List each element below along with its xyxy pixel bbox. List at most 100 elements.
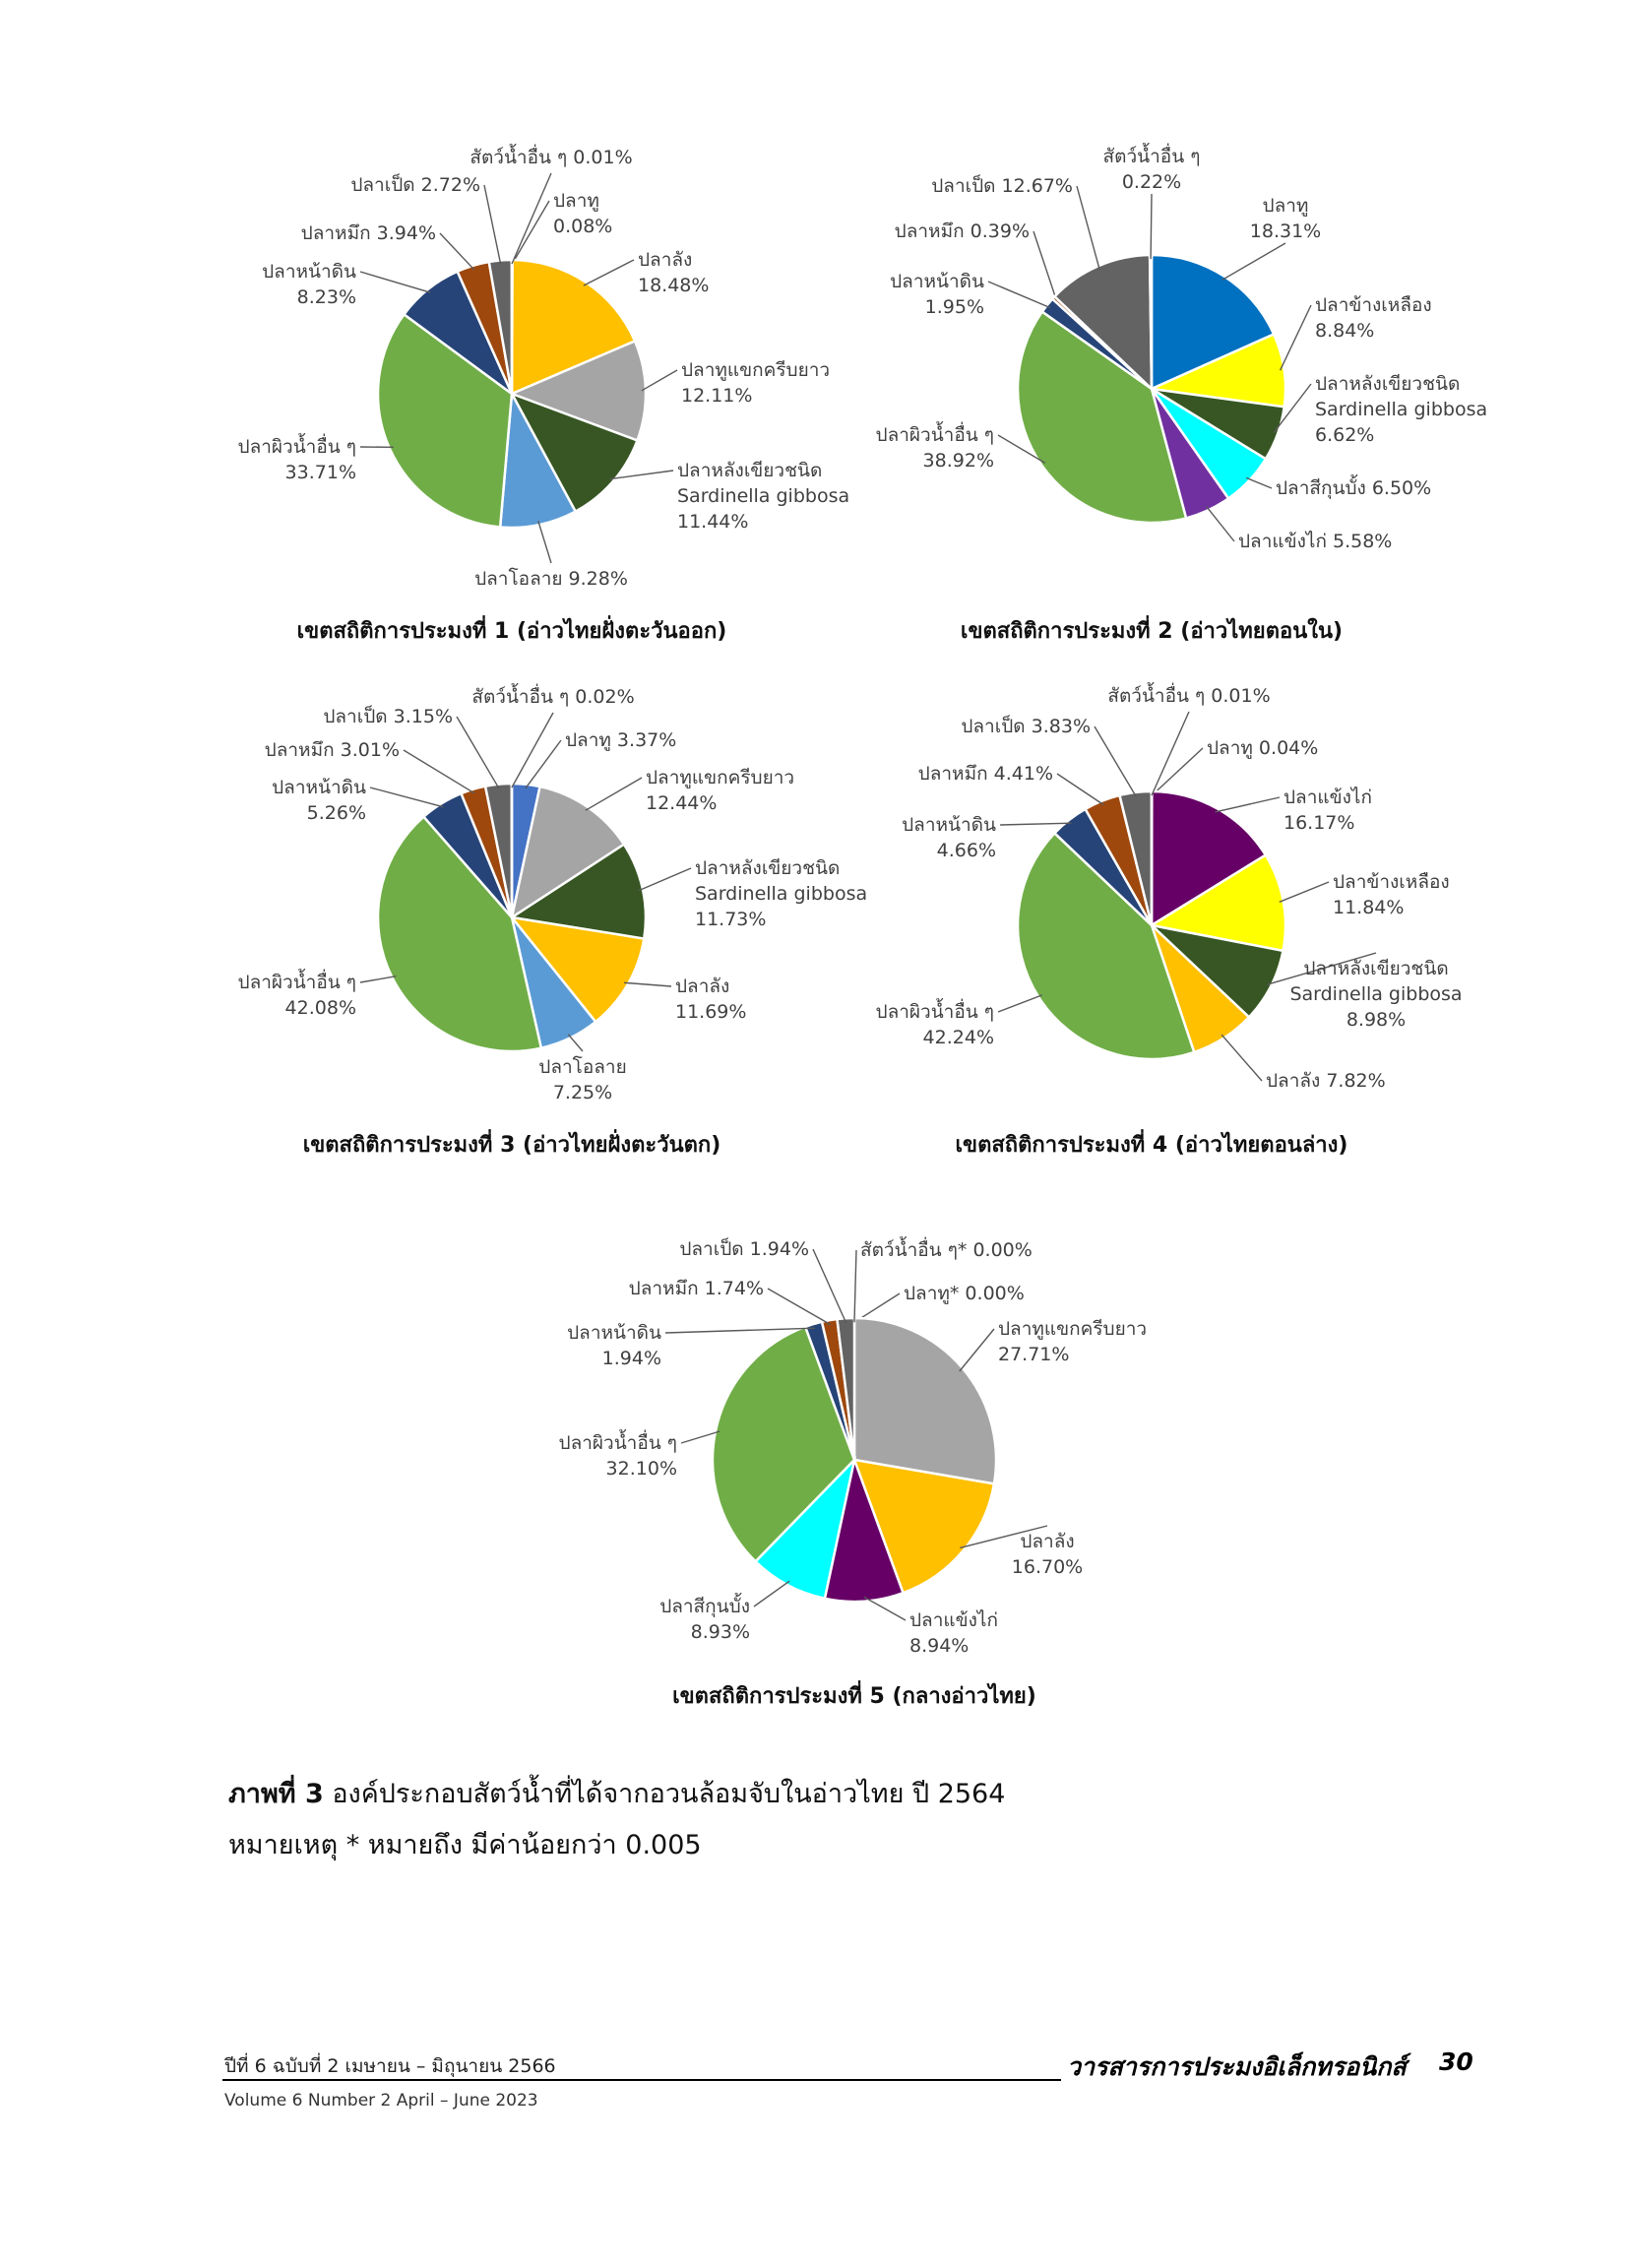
leader-line [1056, 773, 1104, 806]
slice-label: ปลาหลังเขียวชนิด Sardinella gibbosa 11.73% [695, 857, 867, 930]
pie-slice [1150, 789, 1268, 928]
leader-line [680, 1430, 720, 1444]
leader-line [623, 981, 672, 987]
figure-caption: ภาพที่ 3 องค์ประกอบสัตว์น้ำที่ได้จากอวนล… [228, 1772, 1005, 1814]
slice-label: ปลาหลังเขียวชนิด Sardinella gibbosa 8.98% [1289, 958, 1462, 1031]
slice-label: ปลาผิวน้ำอื่น ๆ 32.10% [559, 1429, 677, 1480]
leader-line [511, 200, 550, 265]
slice-label: ปลาผิวน้ำอื่น ๆ 42.08% [238, 969, 356, 1019]
leader-line [511, 172, 552, 265]
slice-label: ปลาหมึก 0.39% [895, 220, 1030, 242]
slice-label: สัตว์น้ำอื่น ๆ 0.01% [1107, 682, 1270, 707]
leader-line [767, 1288, 831, 1326]
leader-line [359, 271, 431, 293]
pie-chart-5: ปลาทู* 0.00% ปลาทูแขกครีบยาว 27.71% ปลาลัง 1… [559, 1236, 1148, 1709]
leader-line [369, 787, 444, 808]
slice-label: ปลาผิวน้ำอื่น ๆ 33.71% [238, 433, 356, 483]
leader-line [853, 1249, 857, 1323]
pie-slice [508, 915, 646, 1024]
pie-slice [1016, 831, 1196, 1061]
leader-line [1076, 185, 1100, 271]
leader-line [1273, 383, 1312, 433]
leader-line [997, 434, 1046, 465]
pie-charts-figure: ปลาทู 0.08% ปลาลัง 18.48% ปลาทูแขกครีบยาว 12.… [238, 143, 1488, 1709]
slice-label: สัตว์น้ำอื่น ๆ 0.22% [1103, 143, 1201, 193]
pie-slice [376, 312, 514, 529]
slice-label: ปลาทู 3.37% [565, 729, 676, 751]
pie-slice [852, 1458, 996, 1595]
slice-label: ปลาโอลาย 9.28% [474, 567, 628, 590]
leader-line [638, 867, 692, 892]
slice-label: ปลาสีกุนบั้ง 8.93% [659, 1593, 750, 1643]
slice-label: ปลาข้างเหลือง 8.84% [1315, 294, 1432, 342]
leader-line [1033, 230, 1058, 301]
leader-line [439, 232, 475, 271]
slice-label: ปลาทูแขกครีบยาว 12.44% [646, 767, 794, 814]
leader-line [1267, 952, 1377, 985]
figure-number: ภาพที่ 3 [228, 1779, 324, 1809]
slice-label: ปลาทูแขกครีบยาว 27.71% [998, 1318, 1147, 1365]
slice-label: ปลาหน้าดิน 8.23% [262, 261, 356, 308]
slice-label: ปลาโอลาย 7.25% [538, 1055, 626, 1103]
pie-slice [852, 1316, 998, 1485]
slice-label: ปลาข้างเหลือง 11.84% [1333, 871, 1450, 918]
pie-slice [1150, 253, 1276, 391]
slice-label: ปลาลัง 11.69% [675, 976, 746, 1023]
leader-line [1279, 881, 1330, 903]
slice-label: ปลาแข้งไก่ 8.94% [909, 1609, 998, 1657]
pie-slice [753, 1456, 857, 1601]
chart-title: เขตสถิติการประมงที่ 3 (อ่าวไทยฝั่งตะวันต… [303, 1128, 721, 1158]
pie-slice [823, 1455, 906, 1604]
slice-label: ปลาทู 0.08% [553, 190, 612, 237]
leader-line [1215, 796, 1281, 813]
chart-title: เขตสถิติการประมงที่ 4 (อ่าวไทยตอนล่าง) [956, 1128, 1348, 1158]
slice-label: สัตว์น้ำอื่น ๆ 0.01% [470, 144, 632, 168]
leader-line [1151, 711, 1190, 796]
slice-label: ปลาเป็ด 3.15% [323, 704, 453, 727]
slice-label: ปลาหลังเขียวชนิด Sardinella gibbosa 6.62% [1315, 373, 1487, 446]
footer-issue-english: Volume 6 Number 2 April – June 2023 [224, 2091, 538, 2110]
leader-line [960, 1525, 1048, 1549]
leader-line [863, 1596, 907, 1621]
slice-label: ปลาทูแขกครีบยาว 12.11% [681, 359, 830, 407]
pie-slice [508, 843, 648, 941]
slice-label: ปลาเป็ด 2.72% [350, 172, 480, 196]
slice-label: ปลาหมึก 3.94% [301, 222, 436, 244]
footer-rule [222, 2079, 1061, 2081]
pie-slice [1016, 309, 1188, 525]
slice-label: ปลาทู* 0.00% [904, 1283, 1025, 1304]
leader-line [403, 749, 475, 794]
chart-title: เขตสถิติการประมงที่ 5 (กลางอ่าวไทย) [672, 1679, 1036, 1709]
footer-journal-name: วารสารการประมงอิเล็กทรอนิกส์ [1067, 2052, 1407, 2081]
leader-line [1221, 242, 1286, 281]
slice-label: ปลาเป็ด 1.94% [679, 1236, 809, 1260]
leader-line [567, 1034, 584, 1052]
slice-label: สัตว์น้ำอื่น ๆ 0.02% [471, 683, 634, 708]
leader-line [1221, 1034, 1263, 1082]
leader-line [483, 184, 502, 265]
pie-slice [510, 785, 626, 920]
slice-label: ปลาลัง 7.82% [1266, 1070, 1386, 1092]
pie-chart-3: ปลาทู 3.37% ปลาทูแขกครีบยาว 12.44% ปลาหลังเ… [238, 683, 868, 1158]
slice-label: ปลาหมึก 1.74% [629, 1278, 764, 1299]
leader-line [511, 712, 554, 788]
leader-line [997, 994, 1042, 1013]
leader-line [1245, 476, 1273, 489]
slice-label: ปลาหน้าดิน 1.94% [567, 1322, 661, 1369]
slice-label: ปลาหน้าดิน 4.66% [902, 814, 996, 861]
leader-line [987, 281, 1051, 309]
slice-label: ปลาแข้งไก่ 16.17% [1284, 787, 1372, 834]
pie-slice [1148, 852, 1287, 953]
chart-title: เขตสถิติการประมงที่ 1 (อ่าวไทยฝั่งตะวันอ… [297, 614, 727, 644]
pie-slice [510, 258, 637, 396]
leader-line [537, 520, 552, 564]
slice-label: ปลาลัง 18.48% [638, 249, 709, 296]
leader-line [359, 976, 397, 983]
slice-label: ปลาหมึก 4.41% [918, 763, 1053, 785]
leader-line [1094, 725, 1137, 797]
leader-line [664, 1327, 815, 1334]
slice-label: ปลาหลังเขียวชนิด Sardinella gibbosa 11.44% [677, 460, 849, 533]
chart-title: เขตสถิติการประมงที่ 2 (อ่าวไทยตอนใน) [961, 614, 1343, 644]
slice-label: ปลาหมึก 3.01% [265, 739, 400, 761]
pie-chart-1: ปลาทู 0.08% ปลาลัง 18.48% ปลาทูแขกครีบยาว 12.… [238, 144, 850, 644]
